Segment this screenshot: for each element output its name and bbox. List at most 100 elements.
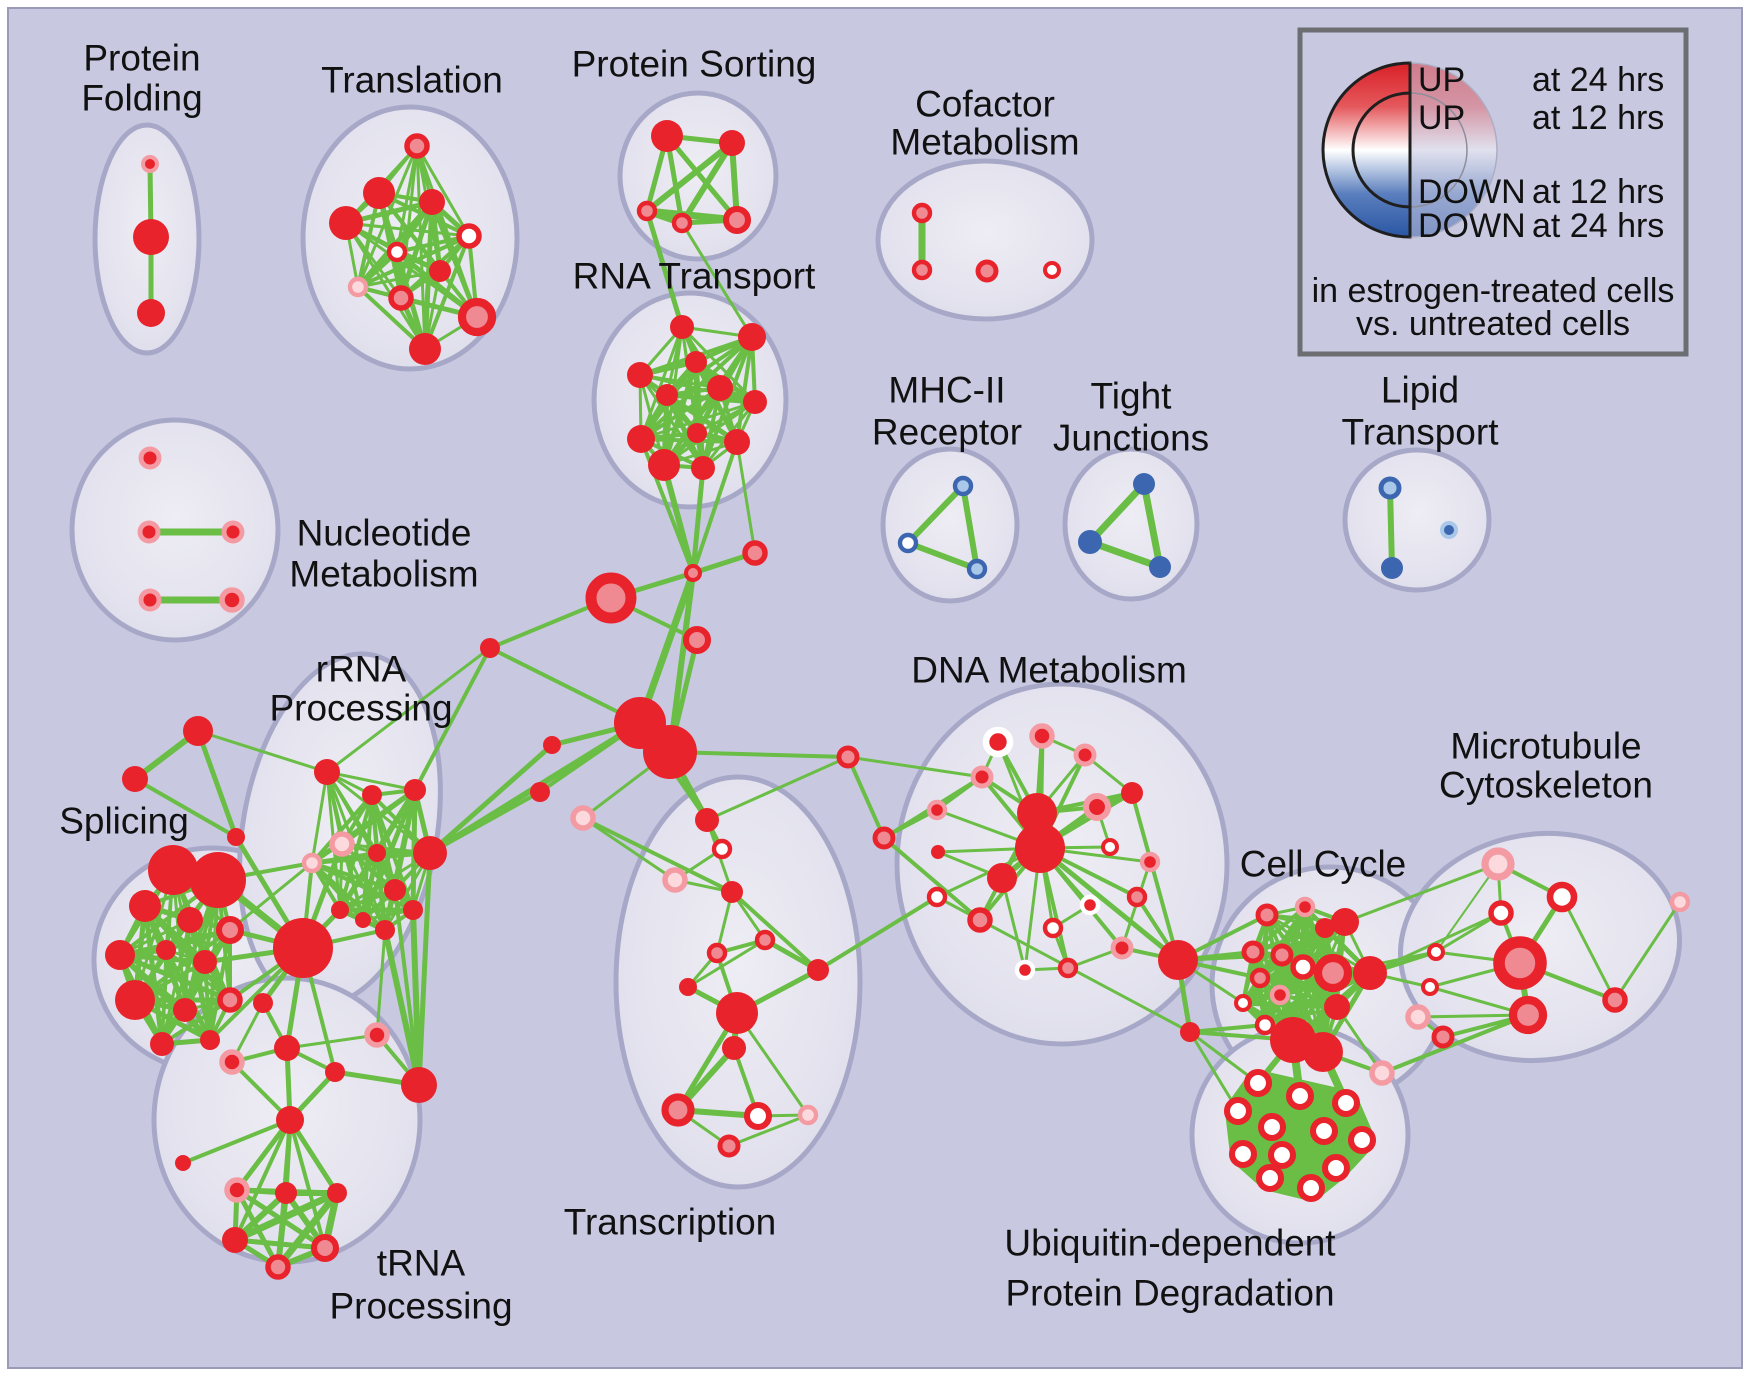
node-cc0[interactable] (1255, 903, 1279, 927)
node-rr7[interactable] (384, 879, 406, 901)
node-tx8[interactable] (716, 992, 758, 1034)
node-rt7[interactable] (627, 425, 655, 453)
node-s0[interactable] (651, 120, 683, 152)
node-hb[interactable] (273, 918, 333, 978)
node-tx6[interactable] (679, 978, 697, 996)
node-mt3[interactable] (1427, 943, 1445, 961)
node-mt5[interactable] (1493, 936, 1547, 990)
node-tx2[interactable] (662, 867, 688, 893)
node-tn4[interactable] (401, 1067, 437, 1103)
node-sp_t1[interactable] (122, 766, 148, 792)
node-tp4[interactable] (310, 1233, 340, 1263)
node-cc11[interactable] (1234, 994, 1252, 1012)
node-cc15[interactable] (1303, 1032, 1343, 1072)
node-dm3[interactable] (970, 765, 994, 789)
node-j1[interactable] (1078, 530, 1102, 554)
node-t10[interactable] (409, 333, 441, 365)
node-j2[interactable] (1149, 556, 1171, 578)
node-dm9[interactable] (1017, 793, 1057, 833)
node-cc17[interactable] (1369, 1060, 1395, 1086)
node-rt6[interactable] (743, 390, 767, 414)
node-cc3[interactable] (1331, 908, 1359, 936)
node-sp0[interactable] (148, 845, 198, 895)
node-tl0[interactable] (175, 1155, 191, 1171)
node-mt4[interactable] (1421, 978, 1439, 996)
node-dm16[interactable] (926, 886, 948, 908)
node-tp0[interactable] (224, 1177, 250, 1203)
node-s4[interactable] (722, 205, 752, 235)
node-rr3[interactable] (329, 831, 355, 857)
node-n4[interactable] (219, 587, 245, 613)
node-c0[interactable] (911, 202, 933, 224)
node-sp3[interactable] (177, 907, 203, 933)
node-ub7[interactable] (1228, 1139, 1258, 1169)
node-tn2[interactable] (325, 1062, 345, 1082)
node-cc2[interactable] (1315, 918, 1335, 938)
node-mt7[interactable] (1602, 987, 1628, 1013)
node-rr1[interactable] (362, 785, 382, 805)
node-ub10[interactable] (1255, 1163, 1285, 1193)
node-cc1[interactable] (1294, 896, 1316, 918)
node-rr0[interactable] (314, 759, 340, 785)
node-cn9[interactable] (836, 745, 860, 769)
node-dm10[interactable] (1015, 823, 1065, 873)
node-s1[interactable] (719, 130, 745, 156)
node-rt9[interactable] (724, 429, 750, 455)
node-cn1[interactable] (742, 540, 768, 566)
node-dm6[interactable] (931, 845, 945, 859)
node-rt5[interactable] (656, 384, 678, 406)
node-tx1[interactable] (711, 838, 733, 860)
node-dm5[interactable] (872, 826, 896, 850)
node-dm18[interactable] (1042, 917, 1064, 939)
node-c1[interactable] (911, 259, 933, 281)
node-t1[interactable] (363, 177, 395, 209)
node-s3[interactable] (671, 212, 693, 234)
node-mt10[interactable] (1669, 891, 1691, 913)
node-t0[interactable] (404, 133, 430, 159)
node-sp5[interactable] (105, 940, 135, 970)
node-ub2[interactable] (1331, 1088, 1361, 1118)
node-dm13[interactable] (1139, 851, 1161, 873)
node-t6[interactable] (429, 260, 451, 282)
node-ub8[interactable] (1267, 1140, 1297, 1170)
node-cc8[interactable] (1353, 956, 1387, 990)
node-rt3[interactable] (627, 362, 653, 388)
node-cn10[interactable] (480, 638, 500, 658)
node-sp10[interactable] (217, 987, 243, 1013)
node-dm21[interactable] (1110, 936, 1134, 960)
node-mt8[interactable] (1405, 1004, 1431, 1030)
node-rt11[interactable] (691, 456, 715, 480)
node-dm4[interactable] (926, 799, 948, 821)
node-rr6[interactable] (413, 836, 447, 870)
node-ub6[interactable] (1347, 1125, 1377, 1155)
node-dm17[interactable] (967, 907, 993, 933)
node-cn3[interactable] (682, 625, 712, 655)
node-ub3[interactable] (1223, 1096, 1253, 1126)
node-rt4[interactable] (707, 375, 733, 401)
node-tx7[interactable] (807, 959, 829, 981)
node-mt1[interactable] (1546, 881, 1578, 913)
node-tx13[interactable] (717, 1134, 741, 1158)
node-sp11[interactable] (150, 1032, 174, 1056)
node-cc6[interactable] (1290, 954, 1316, 980)
node-mt0[interactable] (1481, 847, 1515, 881)
node-dm1[interactable] (1029, 723, 1055, 749)
node-tx0[interactable] (695, 808, 719, 832)
node-tx10[interactable] (661, 1093, 695, 1127)
node-tx11[interactable] (743, 1101, 773, 1131)
node-t2[interactable] (419, 189, 445, 215)
node-cc5[interactable] (1270, 943, 1294, 967)
node-m0[interactable] (952, 475, 974, 497)
node-n1[interactable] (137, 520, 161, 544)
node-cn6[interactable] (543, 736, 561, 754)
node-cc10[interactable] (1269, 984, 1291, 1006)
node-cn8[interactable] (570, 805, 596, 831)
node-t4[interactable] (456, 223, 482, 249)
node-cc7[interactable] (1313, 953, 1353, 993)
node-rr10[interactable] (375, 920, 395, 940)
node-c2[interactable] (975, 259, 999, 283)
node-dm2[interactable] (1073, 743, 1097, 767)
node-mt2[interactable] (1488, 900, 1514, 926)
node-cn0[interactable] (684, 564, 702, 582)
node-tn1[interactable] (219, 1049, 245, 1075)
